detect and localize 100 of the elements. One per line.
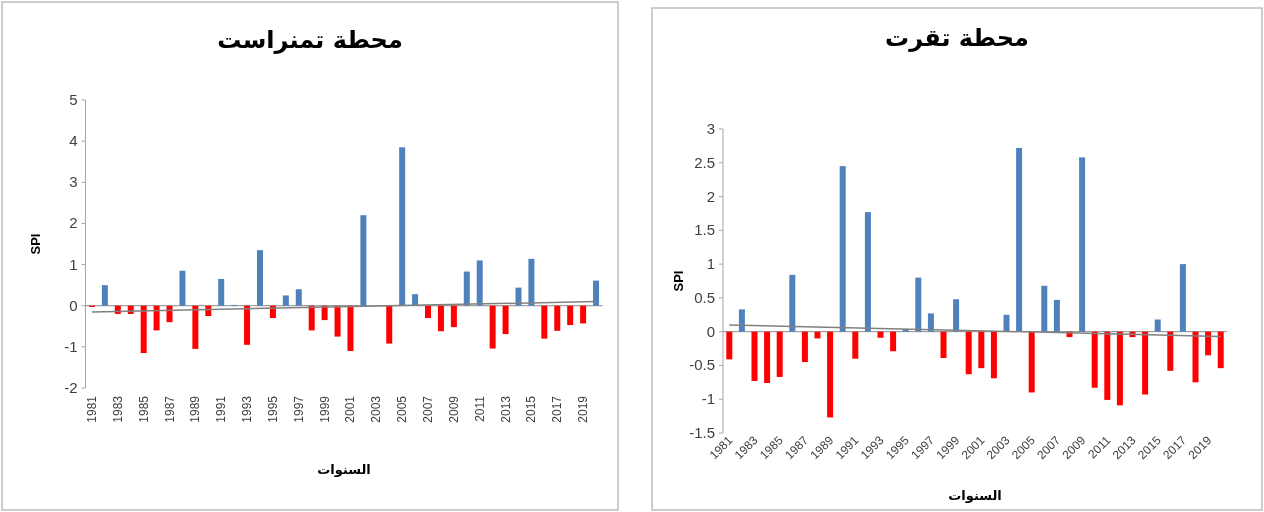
x-tick-label: 1983 — [110, 395, 125, 423]
bar — [179, 270, 186, 306]
bar — [1192, 331, 1199, 383]
x-tick-label: 2019 — [576, 395, 591, 423]
y-tick-label: 3 — [706, 120, 715, 137]
bar — [450, 305, 457, 328]
bar — [256, 250, 263, 306]
y-tick-label: 2.5 — [694, 153, 715, 171]
y-tick-label: 1 — [69, 255, 78, 273]
bar — [1142, 331, 1149, 395]
bar — [412, 294, 419, 306]
bar — [347, 305, 354, 351]
bar — [399, 147, 406, 306]
bar — [827, 331, 834, 418]
bar — [877, 331, 884, 338]
bar — [738, 309, 745, 332]
x-tick-label: 2005 — [395, 395, 410, 423]
x-tick-label: 2003 — [369, 395, 384, 423]
bar — [751, 331, 758, 381]
bar — [953, 299, 960, 332]
bar — [864, 212, 871, 332]
bar — [890, 331, 897, 352]
bar — [1167, 331, 1174, 371]
x-tick-label: 1987 — [162, 395, 177, 423]
bar — [1154, 319, 1161, 332]
bar — [463, 271, 470, 306]
bar — [554, 305, 561, 331]
y-tick-label: -1 — [701, 390, 715, 408]
bar — [1179, 264, 1186, 332]
x-tick-label: 2007 — [421, 395, 436, 423]
bar — [593, 280, 600, 306]
x-tick-label: 2011 — [472, 395, 487, 422]
bar — [386, 305, 393, 344]
y-tick-label: 3 — [69, 173, 78, 191]
bar — [101, 285, 108, 306]
y-tick-label: 5 — [69, 91, 78, 108]
x-axis-title: السنوات — [948, 488, 1002, 503]
bar — [425, 305, 432, 319]
bar — [940, 331, 947, 359]
y-tick-label: -2 — [64, 379, 78, 396]
x-tick-label: 1997 — [291, 395, 306, 423]
bar — [140, 305, 147, 354]
x-tick-label: 1981 — [84, 395, 99, 423]
bar — [776, 331, 783, 377]
bar — [927, 313, 934, 332]
bar — [839, 166, 846, 332]
y-tick-label: 1 — [706, 255, 715, 273]
bar — [1079, 157, 1086, 332]
y-tick-label: -1 — [64, 337, 78, 355]
chart-title: محطة تقرت — [885, 24, 1029, 52]
x-tick-label: 1985 — [136, 395, 151, 423]
bar — [726, 331, 733, 360]
bar — [1217, 331, 1224, 369]
x-tick-label: 1989 — [188, 395, 203, 423]
bar — [764, 331, 771, 384]
bar — [965, 331, 972, 375]
chart-title: محطة تمنراست — [217, 26, 403, 54]
bar — [360, 215, 367, 306]
bar — [1104, 331, 1111, 400]
bar — [192, 305, 199, 349]
y-tick-label: 4 — [69, 132, 78, 150]
y-tick-label: 1.5 — [694, 221, 715, 239]
bar — [1028, 331, 1035, 393]
x-tick-label: 1991 — [214, 395, 229, 423]
bar — [1016, 147, 1023, 332]
y-axis-title: SPI — [671, 270, 686, 292]
x-tick-label: 1993 — [240, 395, 255, 423]
bar — [334, 305, 341, 337]
y-axis-title: SPI — [28, 233, 43, 255]
bar — [218, 278, 225, 306]
bar — [801, 331, 808, 363]
bar — [990, 331, 997, 379]
x-tick-label: 2013 — [498, 395, 513, 423]
bar — [528, 258, 535, 306]
y-tick-label: -0.5 — [689, 356, 715, 374]
bar — [153, 305, 160, 331]
bar — [437, 305, 444, 332]
bar — [1091, 331, 1098, 388]
bar — [915, 277, 922, 332]
bar — [166, 305, 173, 323]
x-axis-title: السنوات — [317, 462, 371, 477]
bar — [978, 331, 985, 369]
bar — [1003, 314, 1010, 332]
bar — [1116, 331, 1123, 406]
y-tick-label: 0 — [706, 322, 715, 340]
x-tick-label: 1999 — [317, 395, 332, 423]
bar — [308, 305, 315, 331]
y-tick-label: 2 — [69, 214, 78, 232]
bar — [852, 331, 859, 359]
bar — [541, 305, 548, 339]
bar — [567, 305, 574, 326]
x-tick-label: 2009 — [446, 395, 461, 423]
y-tick-label: 0 — [69, 296, 78, 314]
bar — [489, 305, 496, 349]
x-tick-label: 2015 — [524, 395, 539, 423]
bar — [244, 305, 251, 345]
y-tick-label: 0.5 — [694, 288, 715, 306]
x-tick-label: 2017 — [550, 395, 565, 423]
bar — [282, 295, 289, 306]
bar — [1053, 299, 1060, 332]
